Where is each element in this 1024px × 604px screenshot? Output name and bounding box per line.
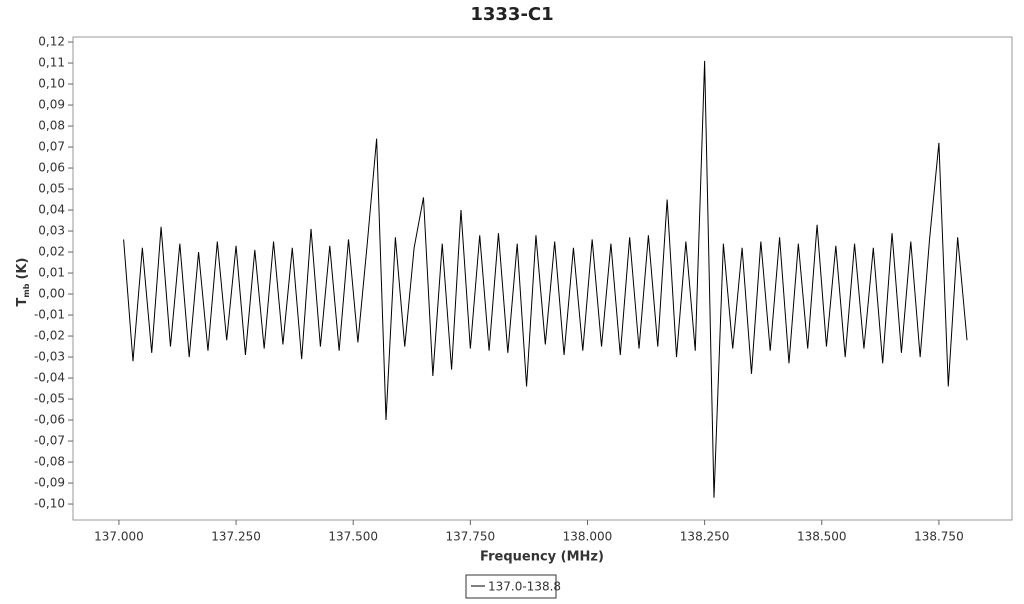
y-tick-label: -0,06 — [34, 413, 65, 427]
y-tick-label: -0,02 — [34, 329, 65, 343]
x-tick-label: 138.250 — [680, 530, 730, 544]
y-tick-label: 0,07 — [38, 140, 65, 154]
series-line — [123, 60, 968, 498]
x-tick-label: 137.750 — [446, 530, 496, 544]
x-tick-label: 137.250 — [211, 530, 261, 544]
y-tick-label: -0,03 — [34, 350, 65, 364]
x-tick-label: 138.750 — [914, 530, 964, 544]
y-axis-label: Tmb (K) — [15, 258, 31, 307]
y-tick-label: 0,06 — [38, 161, 65, 175]
y-tick-label: 0,04 — [38, 203, 65, 217]
y-tick-label: 0,11 — [38, 56, 65, 70]
y-tick-label: -0,01 — [34, 308, 65, 322]
legend — [465, 574, 557, 599]
y-tick-label: -0,04 — [34, 371, 65, 385]
y-tick-label: -0,09 — [34, 476, 65, 490]
plot-frame — [72, 36, 1013, 521]
y-tick-label: 0,01 — [38, 266, 65, 280]
y-tick-label: 0,10 — [38, 77, 65, 91]
x-tick-label: 138.000 — [563, 530, 613, 544]
y-tick-label: 0,00 — [38, 287, 65, 301]
y-tick-label: 0,03 — [38, 224, 65, 238]
x-tick-label: 138.500 — [797, 530, 847, 544]
y-tick-label: 0,09 — [38, 98, 65, 112]
x-axis-label: Frequency (MHz) — [480, 550, 604, 565]
y-tick-label: -0,10 — [34, 497, 65, 511]
y-tick-label: 0,08 — [38, 119, 65, 133]
y-label-unit: (K) — [15, 258, 30, 280]
y-tick-label: 0,02 — [38, 245, 65, 259]
x-tick-label: 137.500 — [328, 530, 378, 544]
y-label-sub: mb — [22, 283, 31, 297]
x-tick-label: 137.000 — [94, 530, 144, 544]
chart-title: 1333-C1 — [470, 4, 553, 25]
y-tick-label: 0,12 — [38, 35, 65, 49]
y-tick-label: 0,05 — [38, 182, 65, 196]
y-tick-label: -0,08 — [34, 455, 65, 469]
y-tick-label: -0,05 — [34, 392, 65, 406]
legend-label: 137.0-138.8 — [488, 580, 561, 594]
y-tick-label: -0,07 — [34, 434, 65, 448]
y-label-main: T — [15, 297, 30, 306]
